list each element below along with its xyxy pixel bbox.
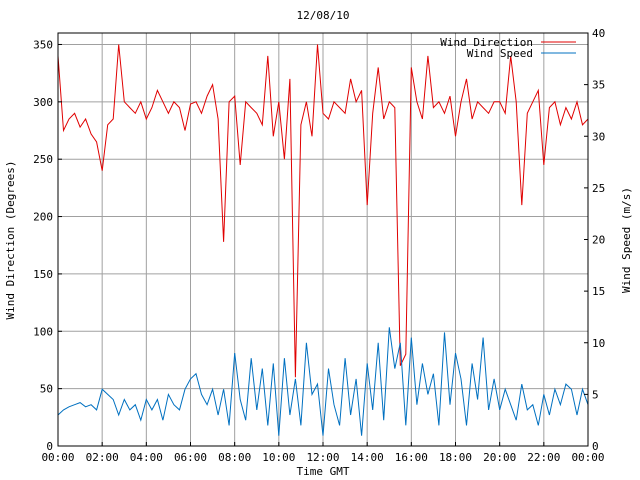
legend: Wind Direction Wind Speed — [440, 36, 576, 60]
y-tick-label-right: 20 — [592, 234, 605, 247]
y-tick-label-left: 100 — [33, 325, 53, 338]
x-tick-label: 08:00 — [218, 451, 251, 464]
x-axis-label: Time GMT — [297, 465, 350, 478]
y-tick-label-right: 30 — [592, 130, 605, 143]
x-tick-label: 00:00 — [41, 451, 74, 464]
x-tick-label: 02:00 — [86, 451, 119, 464]
series-line-wind-speed — [57, 327, 589, 436]
x-tick-label: 16:00 — [395, 451, 428, 464]
y-tick-label-left: 250 — [33, 153, 53, 166]
y-tick-label-right: 10 — [592, 337, 605, 350]
y-tick-label-left: 0 — [46, 440, 53, 453]
ticks-layer: 00:00 02:00 04:00 06:00 08:00 10:00 12:00 14:00… — [33, 27, 605, 464]
x-tick-label: 22:00 — [527, 451, 560, 464]
x-tick-label: 00:00 — [571, 451, 604, 464]
x-tick-label: 18:00 — [439, 451, 472, 464]
grid — [58, 33, 588, 446]
legend-label-wind-direction: Wind Direction — [440, 36, 533, 49]
y-tick-label-right: 15 — [592, 285, 605, 298]
y-tick-label-left: 350 — [33, 38, 53, 51]
x-tick-label: 10:00 — [262, 451, 295, 464]
y-tick-label-left: 50 — [40, 383, 53, 396]
legend-label-wind-speed: Wind Speed — [467, 47, 533, 60]
x-tick-label: 06:00 — [174, 451, 207, 464]
y-axis-label-right: Wind Speed (m/s) — [620, 187, 633, 293]
x-tick-label: 14:00 — [351, 451, 384, 464]
y-tick-label-right: 35 — [592, 79, 605, 92]
y-tick-label-right: 5 — [592, 388, 599, 401]
chart-title: 12/08/10 — [297, 9, 350, 22]
y-tick-label-right: 40 — [592, 27, 605, 40]
series-layer — [57, 44, 589, 436]
x-tick-label: 12:00 — [306, 451, 339, 464]
y-tick-label-right: 0 — [592, 440, 599, 453]
y-tick-label-left: 200 — [33, 211, 53, 224]
y-tick-label-left: 150 — [33, 268, 53, 281]
x-tick-label: 04:00 — [130, 451, 163, 464]
x-tick-label: 20:00 — [483, 451, 516, 464]
y-tick-label-left: 300 — [33, 96, 53, 109]
y-tick-label-right: 25 — [592, 182, 605, 195]
series-line-wind-direction — [57, 44, 589, 378]
y-axis-label-left: Wind Direction (Degrees) — [4, 161, 17, 320]
